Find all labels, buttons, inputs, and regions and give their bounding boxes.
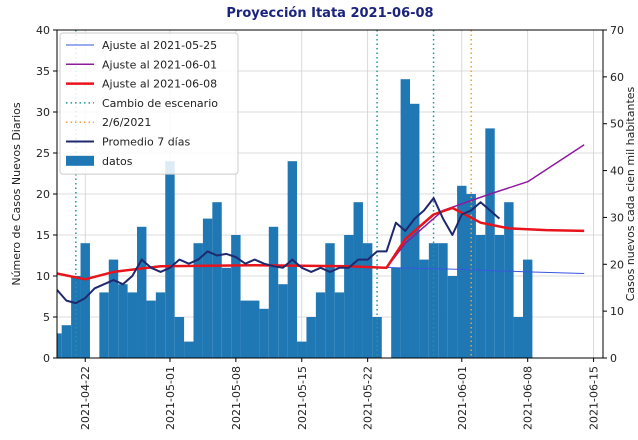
bar (466, 194, 476, 358)
bar (184, 341, 194, 358)
bar (146, 300, 156, 358)
bar (202, 218, 213, 358)
legend-swatch (66, 155, 94, 166)
chart-title: Proyección Itata 2021-06-08 (226, 6, 433, 21)
bar (61, 325, 72, 358)
x-tick-label: 2021-05-08 (230, 366, 243, 430)
bar (268, 226, 279, 358)
y2-tick-label: 60 (610, 71, 624, 84)
legend-label: Cambio de escenario (102, 97, 218, 110)
x-tick-label: 2021-05-01 (164, 366, 177, 430)
legend-label: Promedio 7 días (102, 136, 190, 149)
y-tick-label: 25 (36, 147, 50, 160)
y2-tick-label: 50 (610, 118, 624, 131)
y2-tick-label: 10 (610, 305, 624, 318)
x-tick-label: 2021-05-15 (296, 366, 309, 430)
line (57, 197, 501, 305)
bar (494, 235, 505, 358)
legend-label: Ajuste al 2021-06-01 (102, 58, 217, 71)
bar (165, 161, 175, 358)
legend-box (59, 32, 239, 175)
bar (362, 243, 373, 358)
plot-frame (56, 29, 604, 359)
y-tick-label: 10 (36, 270, 50, 283)
y2-tick-label: 70 (610, 24, 624, 37)
y2-tick-label: 0 (610, 352, 617, 365)
bar (155, 292, 166, 358)
y-tick-label: 15 (36, 229, 50, 242)
y2-axis-label: Casos nuevos cada cien mil habitantes (624, 86, 637, 301)
bar (174, 317, 185, 358)
bar (457, 185, 467, 358)
bar (513, 317, 523, 358)
bar (221, 267, 232, 358)
bar (108, 259, 119, 358)
line (57, 206, 585, 281)
bar (391, 267, 401, 358)
bar (315, 292, 326, 358)
y-tick-label: 40 (36, 24, 50, 37)
bar (71, 276, 81, 358)
bar (212, 202, 222, 358)
bar (99, 292, 109, 358)
bar (57, 333, 62, 358)
bar (522, 259, 533, 358)
bar (438, 243, 448, 358)
legend-label: Ajuste al 2021-05-25 (102, 39, 217, 52)
y-tick-label: 5 (43, 311, 50, 324)
bar (80, 243, 90, 358)
y-tick-label: 0 (43, 352, 50, 365)
legend-label: datos (102, 155, 133, 168)
bar (325, 243, 335, 358)
plot-area (57, 30, 585, 358)
bar (240, 300, 250, 358)
bar (137, 226, 147, 358)
y2-tick-label: 20 (610, 258, 624, 271)
bar (447, 276, 458, 358)
bar (419, 259, 429, 358)
legend-label: Ajuste al 2021-06-08 (102, 78, 217, 91)
x-tick-label: 2021-05-22 (362, 366, 375, 430)
bar (372, 317, 382, 358)
y2-tick-label: 30 (610, 211, 624, 224)
x-tick-label: 2021-06-15 (588, 366, 601, 430)
bar (400, 79, 411, 358)
y-tick-label: 20 (36, 188, 50, 201)
bar (259, 308, 269, 358)
bar (344, 235, 354, 358)
bar (475, 235, 486, 358)
bar (297, 341, 307, 358)
bar (353, 202, 363, 358)
bar (249, 300, 260, 358)
y-tick-label: 30 (36, 106, 50, 119)
bar (306, 317, 316, 358)
bar (504, 202, 514, 358)
bar (127, 292, 138, 358)
y-tick-label: 35 (36, 65, 50, 78)
bar (485, 128, 495, 358)
x-tick-label: 2021-06-08 (522, 366, 535, 430)
bar (334, 292, 345, 358)
x-tick-label: 2021-04-22 (79, 366, 92, 430)
legend-label: 2/6/2021 (102, 116, 151, 129)
bar (193, 243, 203, 358)
y-axis-label: Número de Casos Nuevos Diarios (10, 102, 23, 286)
bar (278, 284, 288, 358)
bar (118, 284, 128, 358)
y2-tick-label: 40 (610, 165, 624, 178)
x-tick-label: 2021-06-01 (456, 366, 469, 430)
bar (231, 235, 241, 358)
